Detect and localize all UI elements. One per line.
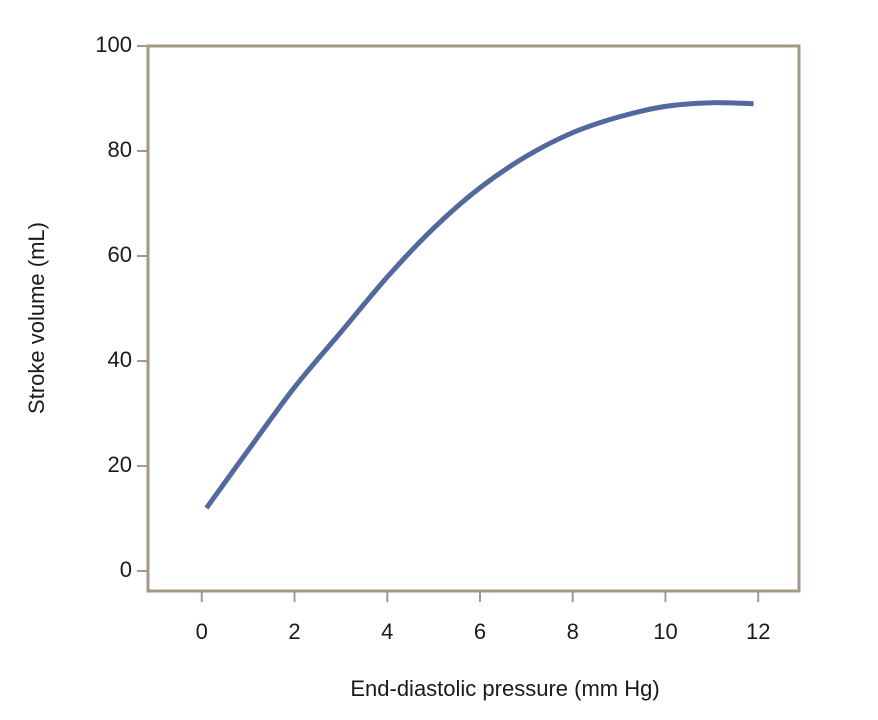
x-tick-label: 12 bbox=[746, 619, 770, 644]
y-tick-label: 40 bbox=[108, 347, 132, 372]
y-tick-label: 80 bbox=[108, 137, 132, 162]
x-tick-label: 0 bbox=[196, 619, 208, 644]
x-tick-label: 8 bbox=[567, 619, 579, 644]
x-tick-label: 10 bbox=[653, 619, 677, 644]
x-axis-label: End-diastolic pressure (mm Hg) bbox=[350, 676, 659, 701]
y-axis-label: Stroke volume (mL) bbox=[24, 222, 49, 414]
y-tick-label: 100 bbox=[95, 32, 132, 57]
y-tick-label: 0 bbox=[120, 557, 132, 582]
plot-frame bbox=[146, 44, 801, 593]
series-line bbox=[204, 100, 754, 510]
y-tick-label: 60 bbox=[108, 242, 132, 267]
x-tick-label: 4 bbox=[381, 619, 393, 644]
y-tick-label: 20 bbox=[108, 452, 132, 477]
x-tick-label: 2 bbox=[288, 619, 300, 644]
x-tick-label: 6 bbox=[474, 619, 486, 644]
